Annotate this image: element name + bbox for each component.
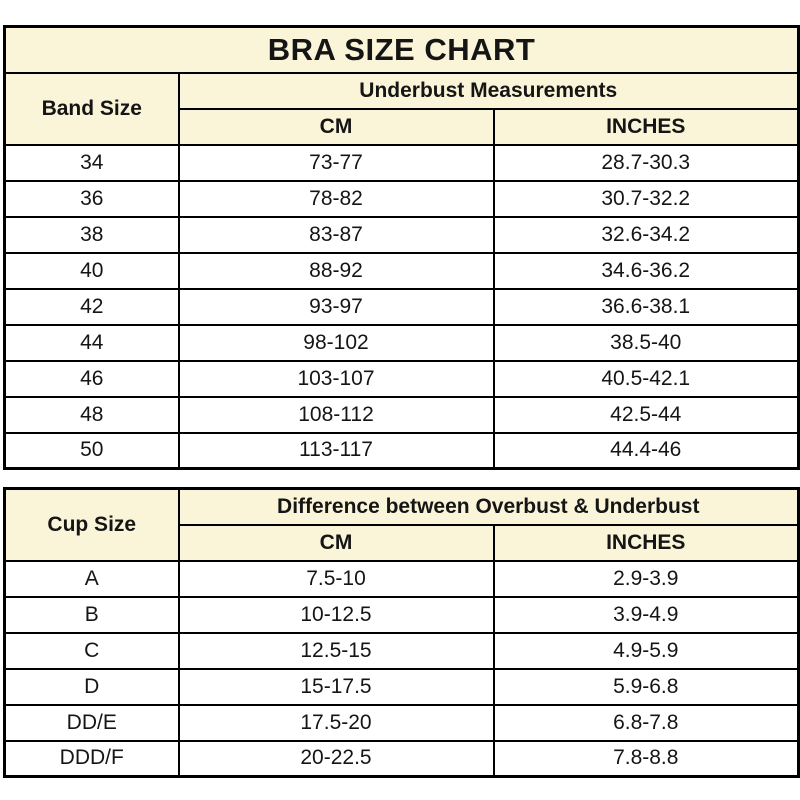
inches-column-header: INCHES xyxy=(492,523,800,562)
inches-cell: 38.5-40 xyxy=(492,323,800,362)
table-row: B 10-12.5 3.9-4.9 xyxy=(3,595,800,634)
cm-column-header: CM xyxy=(177,107,495,146)
inches-cell: 28.7-30.3 xyxy=(492,143,800,182)
title-row: BRA SIZE CHART xyxy=(3,25,800,74)
cm-cell: 7.5-10 xyxy=(177,559,495,598)
cm-cell: 20-22.5 xyxy=(177,739,495,778)
table-row: 46 103-107 40.5-42.1 xyxy=(3,359,800,398)
column-header-row: CM INCHES xyxy=(5,107,800,146)
table-row: A 7.5-10 2.9-3.9 xyxy=(3,559,800,598)
cm-column-header: CM xyxy=(177,523,495,562)
cm-cell: 88-92 xyxy=(177,251,495,290)
inches-cell: 34.6-36.2 xyxy=(492,251,800,290)
cup-size-cell: A xyxy=(3,559,180,598)
cup-size-table: Cup Size Difference between Overbust & U… xyxy=(3,487,800,778)
cup-size-cell: DDD/F xyxy=(3,739,180,778)
table-row: 38 83-87 32.6-34.2 xyxy=(3,215,800,254)
cup-size-cell: C xyxy=(3,631,180,670)
table-row: DD/E 17.5-20 6.8-7.8 xyxy=(3,703,800,742)
table-row: 42 93-97 36.6-38.1 xyxy=(3,287,800,326)
inches-cell: 2.9-3.9 xyxy=(492,559,800,598)
table-row: 40 88-92 34.6-36.2 xyxy=(3,251,800,290)
cm-cell: 15-17.5 xyxy=(177,667,495,706)
cup-size-cell: D xyxy=(3,667,180,706)
inches-cell: 7.8-8.8 xyxy=(492,739,800,778)
underbust-measurements-header: Underbust Measurements xyxy=(177,71,800,110)
band-size-cell: 48 xyxy=(3,395,180,434)
table-row: D 15-17.5 5.9-6.8 xyxy=(3,667,800,706)
group-header-row: Band Size Underbust Measurements xyxy=(3,71,800,146)
cm-cell: 17.5-20 xyxy=(177,703,495,742)
inches-cell: 5.9-6.8 xyxy=(492,667,800,706)
table-row: 48 108-112 42.5-44 xyxy=(3,395,800,434)
band-size-cell: 36 xyxy=(3,179,180,218)
cm-cell: 10-12.5 xyxy=(177,595,495,634)
inches-cell: 30.7-32.2 xyxy=(492,179,800,218)
cm-cell: 12.5-15 xyxy=(177,631,495,670)
table-row: 34 73-77 28.7-30.3 xyxy=(3,143,800,182)
inches-cell: 36.6-38.1 xyxy=(492,287,800,326)
cm-cell: 93-97 xyxy=(177,287,495,326)
band-size-cell: 42 xyxy=(3,287,180,326)
cup-size-header: Cup Size xyxy=(3,487,180,562)
table-gap xyxy=(3,470,797,487)
cm-cell: 73-77 xyxy=(177,143,495,182)
inches-cell: 44.4-46 xyxy=(492,431,800,470)
cm-cell: 98-102 xyxy=(177,323,495,362)
inches-column-header: INCHES xyxy=(492,107,800,146)
table-row: 44 98-102 38.5-40 xyxy=(3,323,800,362)
table-row: C 12.5-15 4.9-5.9 xyxy=(3,631,800,670)
cup-size-cell: B xyxy=(3,595,180,634)
inches-cell: 3.9-4.9 xyxy=(492,595,800,634)
cm-cell: 83-87 xyxy=(177,215,495,254)
inches-cell: 42.5-44 xyxy=(492,395,800,434)
table-row: 36 78-82 30.7-32.2 xyxy=(3,179,800,218)
cm-cell: 103-107 xyxy=(177,359,495,398)
band-size-cell: 38 xyxy=(3,215,180,254)
page-title: BRA SIZE CHART xyxy=(3,25,800,74)
band-size-cell: 34 xyxy=(3,143,180,182)
band-size-header: Band Size xyxy=(3,71,180,146)
table-row: DDD/F 20-22.5 7.8-8.8 xyxy=(3,739,800,778)
inches-cell: 40.5-42.1 xyxy=(492,359,800,398)
cm-cell: 78-82 xyxy=(177,179,495,218)
band-size-cell: 44 xyxy=(3,323,180,362)
group-header-row: Cup Size Difference between Overbust & U… xyxy=(3,487,800,562)
cm-cell: 108-112 xyxy=(177,395,495,434)
inches-cell: 6.8-7.8 xyxy=(492,703,800,742)
band-size-cell: 46 xyxy=(3,359,180,398)
difference-header: Difference between Overbust & Underbust xyxy=(177,487,800,526)
inches-cell: 4.9-5.9 xyxy=(492,631,800,670)
table-row: 50 113-117 44.4-46 xyxy=(3,431,800,470)
cup-size-cell: DD/E xyxy=(3,703,180,742)
band-size-table: BRA SIZE CHART Band Size Underbust Measu… xyxy=(3,25,800,470)
inches-cell: 32.6-34.2 xyxy=(492,215,800,254)
band-size-cell: 40 xyxy=(3,251,180,290)
cm-cell: 113-117 xyxy=(177,431,495,470)
column-header-row: CM INCHES xyxy=(5,523,800,562)
band-size-cell: 50 xyxy=(3,431,180,470)
